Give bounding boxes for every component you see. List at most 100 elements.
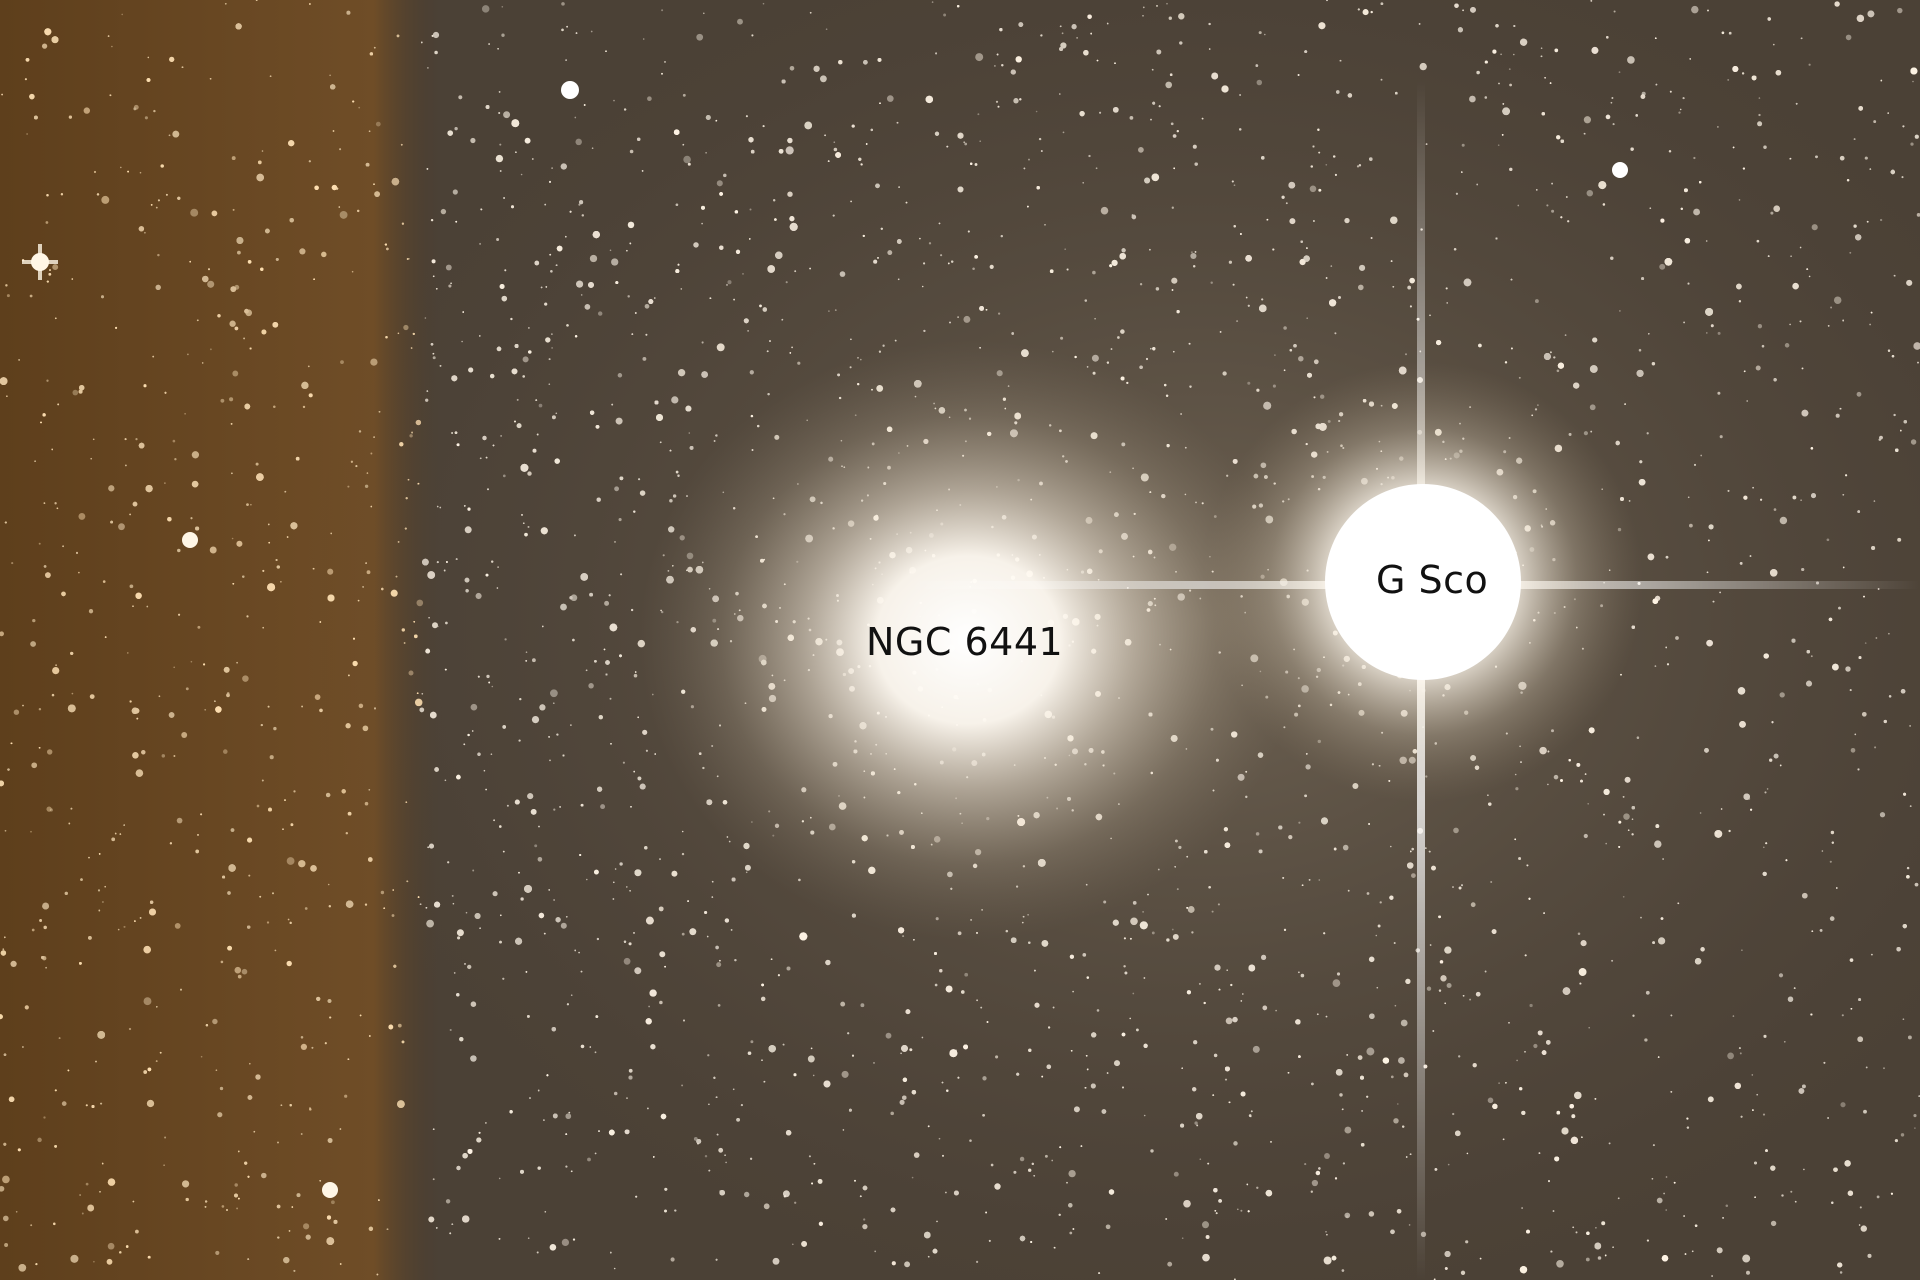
background-star xyxy=(998,312,1001,315)
background-star xyxy=(1239,94,1241,96)
background-star xyxy=(1561,1127,1569,1135)
background-star xyxy=(885,1032,892,1039)
background-star xyxy=(1727,1052,1734,1060)
background-star xyxy=(234,1183,238,1187)
background-star xyxy=(1572,1226,1575,1229)
background-star xyxy=(504,269,507,272)
background-star xyxy=(745,871,748,874)
background-star xyxy=(293,1269,296,1272)
background-star xyxy=(1060,42,1067,49)
background-star xyxy=(1248,1114,1252,1117)
background-star xyxy=(1240,1000,1243,1002)
background-star xyxy=(1535,189,1538,191)
background-star xyxy=(717,1004,721,1007)
background-star xyxy=(940,254,943,257)
background-star xyxy=(1706,571,1709,574)
background-star xyxy=(1309,185,1317,193)
background-star xyxy=(1778,973,1784,978)
background-star xyxy=(432,1178,435,1181)
background-star xyxy=(453,972,456,974)
background-star xyxy=(1396,1208,1402,1214)
background-star xyxy=(1262,1005,1268,1011)
background-star xyxy=(1743,495,1748,500)
background-star xyxy=(1105,1224,1111,1230)
background-star xyxy=(273,405,276,409)
background-star xyxy=(190,517,193,520)
background-star xyxy=(578,951,580,954)
background-star xyxy=(1076,37,1078,39)
background-star xyxy=(1871,545,1876,551)
background-star xyxy=(1710,324,1714,328)
background-star xyxy=(1678,111,1681,114)
background-star xyxy=(1590,0,1593,2)
background-star xyxy=(716,962,722,968)
background-star xyxy=(1801,567,1805,572)
background-star xyxy=(1316,1013,1319,1016)
background-star xyxy=(1801,1084,1806,1089)
background-star xyxy=(1508,68,1511,70)
background-star xyxy=(464,526,472,534)
background-star xyxy=(1249,1115,1252,1118)
background-star xyxy=(232,370,239,377)
background-star xyxy=(670,1257,675,1262)
background-star xyxy=(749,1157,753,1160)
background-star xyxy=(1772,43,1775,46)
background-star xyxy=(1192,1087,1197,1092)
background-star xyxy=(661,72,663,75)
background-star xyxy=(1061,32,1064,35)
background-star xyxy=(1091,354,1099,362)
background-star xyxy=(1370,10,1373,14)
background-star xyxy=(549,1243,557,1251)
background-star xyxy=(1176,888,1179,891)
background-star xyxy=(445,264,452,271)
background-star xyxy=(232,208,235,211)
background-star xyxy=(1289,218,1296,225)
background-star xyxy=(437,625,439,628)
background-star xyxy=(1652,1144,1655,1147)
background-star xyxy=(913,1152,920,1158)
background-star xyxy=(1751,1074,1754,1076)
background-star xyxy=(0,1185,5,1192)
background-star xyxy=(274,949,277,952)
background-star xyxy=(1283,369,1286,372)
background-star xyxy=(1699,812,1702,814)
background-star xyxy=(1466,1152,1469,1155)
background-star xyxy=(293,790,296,793)
background-star xyxy=(786,966,791,971)
background-star xyxy=(1198,982,1201,985)
background-star xyxy=(1313,359,1319,365)
background-star xyxy=(181,732,188,738)
background-star xyxy=(502,977,505,980)
background-star xyxy=(590,30,593,33)
background-star xyxy=(1222,371,1227,376)
background-star xyxy=(13,709,20,715)
background-star xyxy=(1853,138,1856,141)
background-star xyxy=(945,1191,947,1194)
background-star xyxy=(1228,260,1233,264)
background-star xyxy=(664,61,666,63)
background-star xyxy=(543,932,546,935)
background-star xyxy=(425,398,429,402)
background-star xyxy=(1670,1090,1673,1093)
background-star xyxy=(797,361,801,365)
background-star xyxy=(155,1060,158,1063)
background-star xyxy=(1540,47,1543,49)
background-star xyxy=(1288,834,1293,840)
background-star xyxy=(532,658,536,663)
background-star xyxy=(246,503,249,506)
background-star xyxy=(1561,1127,1569,1135)
background-star xyxy=(1801,892,1808,899)
background-star xyxy=(426,919,434,928)
background-star xyxy=(1849,689,1852,692)
background-star xyxy=(897,278,900,281)
background-star xyxy=(397,1023,402,1028)
background-star xyxy=(1773,205,1781,213)
background-star xyxy=(1187,906,1195,913)
background-star xyxy=(1840,1102,1846,1108)
background-star xyxy=(500,435,502,437)
background-star xyxy=(1913,342,1920,350)
background-star xyxy=(938,1137,941,1140)
background-star xyxy=(995,100,999,103)
background-star xyxy=(614,486,620,492)
background-star xyxy=(207,280,215,288)
